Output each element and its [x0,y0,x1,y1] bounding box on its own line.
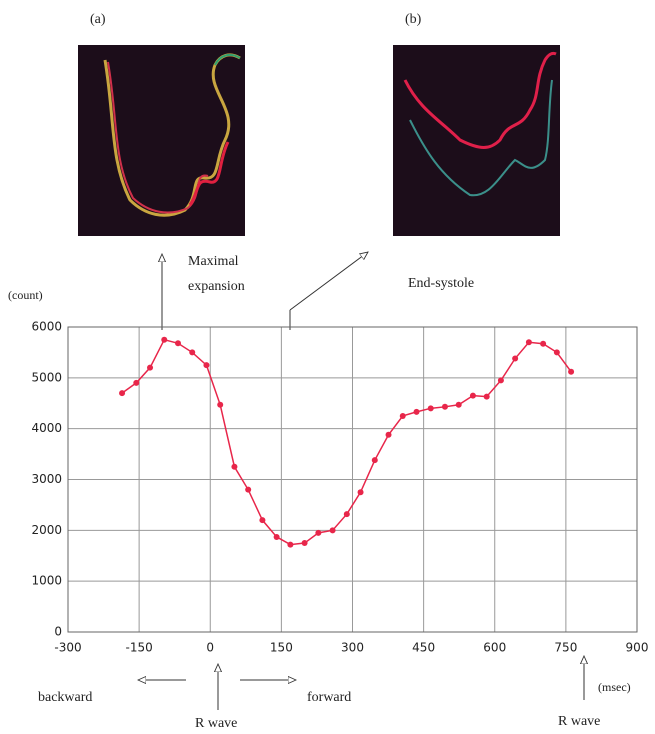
data-point [133,380,139,386]
annotation: R wave [558,714,600,729]
data-point [498,377,504,383]
y-tick-label: 2000 [31,523,62,537]
panel-label: (b) [405,12,422,27]
x-tick-label: -300 [54,641,81,655]
data-point [554,349,560,355]
data-point [315,530,321,536]
annotation: R wave [195,716,237,731]
chart: (a) (b) Maximal expansion End-systole (c… [0,0,655,734]
data-point [386,432,392,438]
data-point [400,413,406,419]
x-tick-label: 0 [206,641,214,655]
data-point [540,341,546,347]
x-tick-label: 600 [483,641,506,655]
data-point [526,339,532,345]
data-point [259,517,265,523]
data-point [287,542,293,548]
y-tick-label: 5000 [31,370,62,384]
data-point [428,405,434,411]
arrow [290,252,368,310]
data-point [456,402,462,408]
data-point [231,464,237,470]
y-tick-label: 3000 [31,472,62,486]
x-tick-label: 750 [554,641,577,655]
data-point [217,402,223,408]
data-point [484,394,490,400]
data-point [302,540,308,546]
data-point [414,409,420,415]
data-point [147,365,153,371]
annotation: backward [38,690,92,705]
annotation: End-systole [408,276,474,291]
y-tick-label: 0 [54,625,62,639]
x-tick-label: 450 [412,641,435,655]
image-a [78,45,245,236]
data-point [568,369,574,375]
y-tick-label: 6000 [31,320,62,334]
data-point [358,489,364,495]
data-point [161,337,167,343]
image-b [393,45,560,236]
x-tick-label: 300 [341,641,364,655]
data-point [442,404,448,410]
x-tick-label: 150 [270,641,293,655]
data-point [189,349,195,355]
data-point [372,457,378,463]
data-point [344,511,350,517]
data-point [274,534,280,540]
data-point [470,393,476,399]
data-point [245,487,251,493]
data-point [175,340,181,346]
y-axis-label: (count) [8,288,43,302]
x-tick-label: -150 [126,641,153,655]
y-tick-label: 1000 [31,574,62,588]
data-point [203,362,209,368]
data-point [119,390,125,396]
annotation: forward [307,690,351,705]
data-point [330,527,336,533]
annotation: expansion [188,279,245,294]
annotation: Maximal [188,254,239,269]
panel-label: (a) [90,12,106,27]
x-tick-label: 900 [626,641,649,655]
data-point [512,356,518,362]
y-tick-label: 4000 [31,421,62,435]
x-axis-label: (msec) [598,680,631,694]
